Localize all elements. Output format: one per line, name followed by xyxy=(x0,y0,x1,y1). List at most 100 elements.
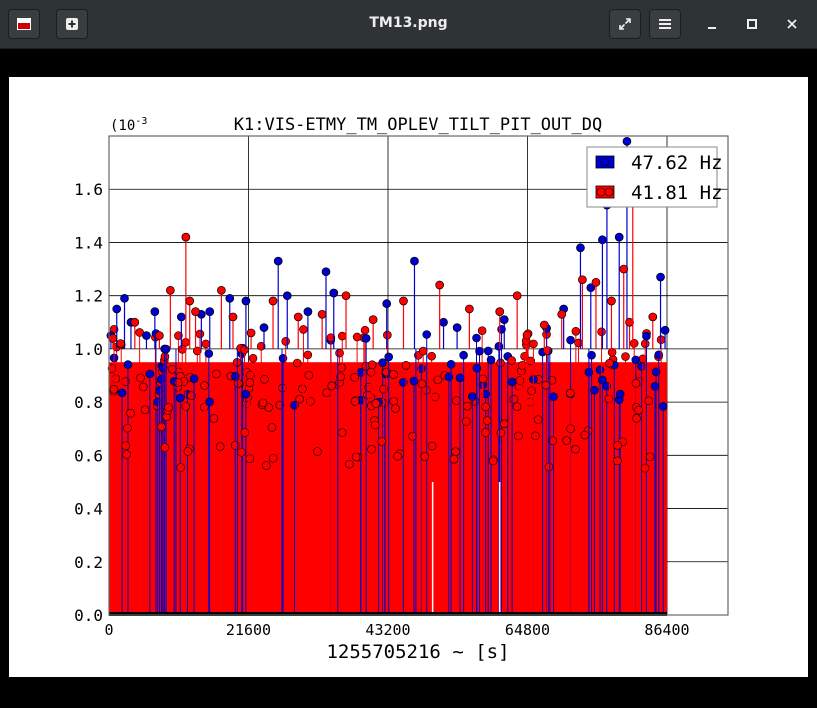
fill-marker xyxy=(477,326,487,336)
app-menu-button[interactable] xyxy=(8,9,40,39)
fill-marker xyxy=(389,370,398,379)
fill-marker xyxy=(298,384,307,394)
fill-marker xyxy=(173,378,183,387)
fill-marker xyxy=(632,414,641,423)
fill-marker xyxy=(468,392,477,401)
title-bar: TM13.png xyxy=(0,0,817,49)
fill-marker xyxy=(587,350,596,360)
marker-47hz xyxy=(622,136,632,146)
fill-marker xyxy=(613,456,622,466)
maximize-icon xyxy=(747,19,757,29)
window-title: TM13.png xyxy=(369,15,448,31)
fill-marker xyxy=(541,380,551,390)
fill-marker xyxy=(565,388,575,398)
fill-marker xyxy=(383,330,392,340)
fill-marker xyxy=(574,338,583,348)
fill-marker xyxy=(367,360,377,369)
fill-marker xyxy=(233,379,243,388)
fullscreen-button[interactable] xyxy=(609,9,641,39)
marker-41hz xyxy=(591,278,601,287)
fill-marker xyxy=(295,394,304,404)
marker-41hz xyxy=(268,296,278,306)
fill-marker xyxy=(488,456,498,466)
marker-41hz xyxy=(181,232,191,242)
fill-marker xyxy=(580,430,590,440)
fill-marker xyxy=(313,447,322,456)
close-button[interactable] xyxy=(780,12,804,36)
fill-marker xyxy=(544,462,554,472)
fill-marker xyxy=(598,375,607,385)
minimize-button[interactable] xyxy=(700,12,724,36)
main-menu-button[interactable] xyxy=(649,9,681,39)
fill-marker xyxy=(327,381,337,391)
fill-marker xyxy=(187,391,196,400)
marker-47hz xyxy=(439,317,448,327)
marker-47hz xyxy=(660,325,670,335)
fill-marker xyxy=(109,384,119,394)
fill-marker xyxy=(417,379,427,389)
fill-marker xyxy=(371,399,381,408)
x-tick-label: 0 xyxy=(104,621,113,639)
fill-marker xyxy=(640,463,650,473)
marker-41hz xyxy=(341,291,351,301)
fill-marker xyxy=(258,398,268,408)
fill-marker xyxy=(631,355,641,365)
fill-marker xyxy=(507,377,517,387)
fill-marker xyxy=(530,431,540,441)
hamburger-icon xyxy=(659,19,671,29)
fill-marker xyxy=(455,373,465,383)
data-stems xyxy=(106,136,670,349)
marker-41hz xyxy=(578,275,587,285)
marker-47hz xyxy=(586,283,596,293)
marker-41hz xyxy=(512,291,522,301)
fill-marker xyxy=(262,461,271,470)
marker-47hz xyxy=(321,267,331,277)
fill-marker xyxy=(605,358,614,368)
y-scale-label: (10-3 xyxy=(110,116,147,134)
fill-marker xyxy=(607,347,617,357)
fill-marker xyxy=(613,441,622,450)
legend-marker-41hz-b xyxy=(604,187,614,197)
marker-41hz xyxy=(539,320,549,330)
image-canvas[interactable]: K1:VIS-ETMY_TM_OPLEV_TILT_PIT_OUT_DQ (10… xyxy=(0,49,817,708)
fill-marker xyxy=(370,420,380,430)
fill-marker xyxy=(571,444,580,454)
fill-marker xyxy=(597,327,606,337)
fill-marker xyxy=(637,362,646,371)
fill-marker xyxy=(529,339,538,349)
fill-marker xyxy=(422,330,432,339)
marker-47hz xyxy=(282,291,292,301)
legend: 47.62 Hz 41.81 Hz xyxy=(586,146,723,208)
fill-marker xyxy=(205,397,214,407)
fill-marker xyxy=(240,345,249,355)
fill-marker xyxy=(459,350,468,360)
fill-marker xyxy=(629,339,639,348)
fill-marker xyxy=(642,331,651,341)
marker-41hz xyxy=(185,296,195,306)
fill-marker xyxy=(658,402,668,411)
marker-41hz xyxy=(557,309,567,319)
fill-marker xyxy=(267,423,277,432)
marker-41hz xyxy=(155,331,164,340)
marker-47hz xyxy=(499,315,509,324)
fill-marker xyxy=(350,397,360,406)
marker-47hz xyxy=(205,307,215,316)
new-image-button[interactable] xyxy=(56,9,88,39)
marker-47hz xyxy=(150,307,160,316)
fill-marker xyxy=(449,454,459,464)
fill-marker xyxy=(483,346,493,356)
fill-marker xyxy=(361,334,371,343)
fill-marker xyxy=(117,388,127,398)
fill-marker xyxy=(303,350,313,360)
legend-label-47hz: 47.62 Hz xyxy=(631,152,723,174)
y-tick-label: 0.8 xyxy=(74,393,103,412)
maximize-button[interactable] xyxy=(740,12,764,36)
marker-41hz xyxy=(116,339,125,348)
fill-marker xyxy=(644,396,654,406)
fill-marker xyxy=(566,335,575,345)
fill-marker xyxy=(615,389,625,399)
marker-41hz xyxy=(317,309,327,319)
marker-47hz xyxy=(598,235,607,245)
fill-marker xyxy=(351,452,361,462)
fill-marker xyxy=(430,392,440,402)
